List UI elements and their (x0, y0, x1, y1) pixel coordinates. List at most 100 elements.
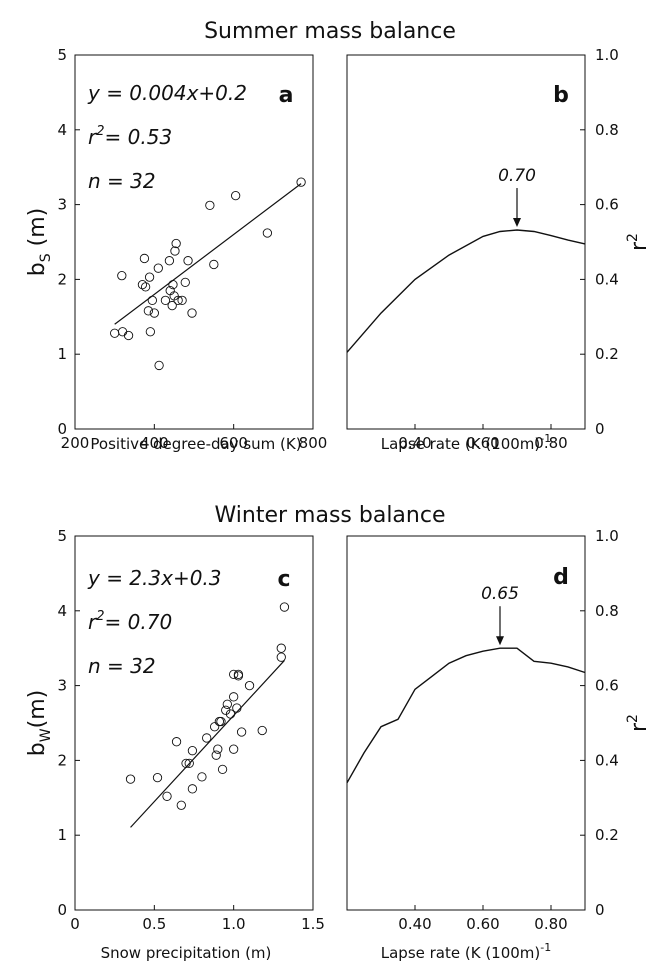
panel-a-ytick-label: 1 (57, 345, 67, 363)
panel-c-point (276, 643, 286, 653)
panel-b-xtick-label: 0.40 (398, 434, 431, 452)
panel-a-point (117, 271, 127, 281)
panel-d-ytick-label: 0.2 (595, 826, 619, 844)
panel-a-ytick-label: 0 (57, 420, 67, 438)
panel-c-ytick-label: 5 (57, 527, 67, 545)
panel-b-r2-curve (346, 229, 586, 353)
panel-c-point (217, 764, 228, 775)
panel-c-point (152, 772, 163, 783)
panel-b-ytick-label: 1.0 (595, 46, 619, 64)
panel-d-ylabel: r2 (625, 714, 651, 732)
panel-c-frame (74, 535, 314, 911)
panel-a-point (296, 177, 306, 187)
panel-b-ylabel: r2 (625, 233, 651, 251)
panel-a-equation: y = 0.004x+0.2 (87, 81, 247, 105)
panel-a-point (171, 238, 181, 249)
panel-c-point (222, 699, 232, 709)
panel-d-marks: 0.40 0.60 0.80 0 0.2 0.4 0.6 0.8 1.0 0.65 (346, 527, 619, 933)
panel-c-equation: y = 2.3x+0.3 (87, 566, 222, 590)
panel-a-point (164, 256, 175, 266)
panel-b-peak-arrowhead (513, 218, 521, 228)
panel-d-peak-label: 0.65 (481, 584, 519, 604)
panel-c-r2: r2= 0.70 (88, 609, 172, 634)
panel-c-fit-line (130, 660, 285, 828)
panel-a-ytick-label: 2 (57, 270, 67, 288)
panel-a-point (209, 259, 219, 270)
panel-d-frame (346, 535, 586, 911)
panel-d-ytick-label: 0 (595, 901, 605, 919)
panel-c-point (187, 784, 198, 794)
panel-a-point (180, 277, 190, 288)
panel-b-xtick-label: 0.60 (466, 434, 499, 452)
panel-a-ytick-label: 5 (57, 46, 67, 64)
panel-c-ytick-label: 0 (57, 901, 67, 919)
panel-d-letter: d (553, 565, 569, 590)
panel-b-ytick-label: 0.6 (595, 196, 619, 214)
panel-c-ytick-label: 1 (57, 826, 67, 844)
panel-b-ytick-label: 0 (595, 420, 605, 438)
panel-a-n: n = 32 (88, 169, 156, 193)
panel-a-point (167, 300, 177, 311)
panel-c-point (279, 602, 290, 612)
panel-d-ytick-label: 1.0 (595, 527, 619, 545)
panel-a-marks: 200 400 600 800 0 1 2 3 4 5 (57, 46, 327, 452)
panel-b-ytick-label: 0.2 (595, 345, 619, 363)
panel-c-ytick-label: 3 (57, 677, 67, 695)
panel-c-point (229, 669, 239, 680)
panel-c-point (229, 692, 239, 702)
panel-b-ytick-label: 0.8 (595, 121, 619, 139)
panel-a-point (137, 279, 148, 290)
panel-c-letter: c (277, 567, 290, 592)
panel-c-point (213, 744, 223, 754)
panel-a-ylabel: bS (m) (25, 208, 54, 276)
panel-c-point (197, 772, 207, 782)
panel-d-ytick-label: 0.8 (595, 602, 619, 620)
panel-a-xtick-label: 600 (219, 434, 248, 452)
panel-a-xtick-label: 200 (61, 434, 90, 452)
panel-a-point (230, 190, 241, 201)
panel-c-point (232, 703, 242, 713)
panel-a-xlabel: Positive degree-day sum (K) (90, 435, 301, 453)
panel-a-point (139, 253, 150, 264)
panel-a-point (177, 295, 187, 305)
panel-a-point (140, 282, 151, 292)
panel-c-point (216, 716, 226, 727)
summer-title: Summer mass balance (204, 19, 456, 44)
panel-b-peak-label: 0.70 (498, 166, 536, 186)
panel-c-point (125, 774, 136, 784)
winter-title: Winter mass balance (215, 503, 446, 528)
panel-a-ytick-label: 3 (57, 196, 67, 214)
panel-a-point (262, 228, 273, 238)
panel-c-point (225, 709, 236, 719)
panel-d-xtick-label: 0.60 (466, 915, 499, 933)
panel-c-point (202, 733, 212, 743)
panel-c-ytick-label: 2 (57, 751, 67, 769)
panel-c-point (162, 791, 172, 801)
panel-b-marks: 0.40 0.60 0.80 0 0.2 0.4 0.6 0.8 1.0 0.70 (346, 46, 619, 452)
panel-a: 200 400 600 800 0 1 2 3 4 5 y = 0.004x+0.2 r2= 0.… (25, 46, 327, 453)
panel-c-point (244, 680, 255, 691)
panel-b-frame (346, 54, 586, 430)
panel-c-xtick-label: 0 (70, 915, 80, 933)
panel-d-xtick-label: 0.40 (398, 915, 431, 933)
panel-a-xtick-label: 800 (299, 434, 328, 452)
panel-c: 0 0.5 1.0 1.5 0 1 2 3 4 5 y = 2.3x+0.3 r2= 0.70 n… (25, 527, 325, 962)
panel-a-point (187, 308, 197, 318)
panel-c-marks: 0 0.5 1.0 1.5 0 1 2 3 4 5 (57, 527, 324, 933)
panel-c-point (233, 671, 244, 681)
panel-c-point (176, 800, 186, 810)
panel-d: 0.40 0.60 0.80 0 0.2 0.4 0.6 0.8 1.0 0.65 d Lapse… (346, 527, 651, 962)
panel-c-xlabel: Snow precipitation (m) (101, 944, 272, 962)
panel-d-xlabel: Lapse rate (K (100m)-1 (381, 941, 552, 962)
panel-a-point (154, 360, 164, 371)
panel-a-point (160, 295, 171, 305)
panel-a-point (170, 246, 180, 256)
panel-b-letter: b (553, 83, 569, 108)
panel-c-point (236, 727, 247, 737)
panel-a-point (147, 295, 158, 305)
panel-c-point (257, 725, 267, 736)
panel-a-frame (74, 54, 314, 430)
panel-d-peak-arrowhead (496, 636, 504, 646)
panel-c-point (181, 758, 191, 769)
